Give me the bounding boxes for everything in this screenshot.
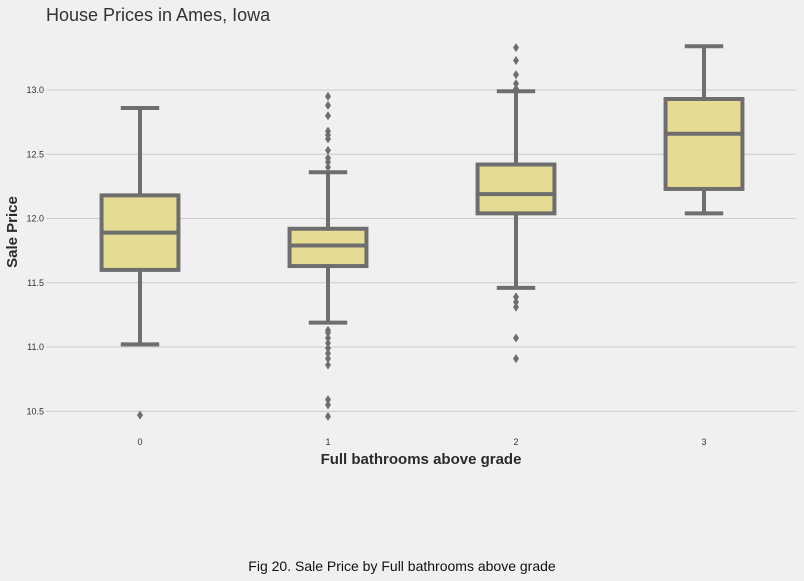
y-tick-label: 10.5 bbox=[26, 406, 44, 416]
outlier-point bbox=[325, 333, 331, 343]
x-tick-label: 2 bbox=[513, 437, 518, 447]
outlier-point bbox=[513, 70, 519, 80]
outlier-point bbox=[325, 360, 331, 370]
outlier-point bbox=[513, 302, 519, 312]
outlier-point bbox=[513, 354, 519, 364]
outlier-point bbox=[325, 126, 331, 136]
chart-title: House Prices in Ames, Iowa bbox=[46, 5, 271, 25]
outlier-point bbox=[513, 79, 519, 89]
figure-caption: Fig 20. Sale Price by Full bathrooms abo… bbox=[248, 558, 556, 574]
outlier-point bbox=[513, 84, 519, 94]
outlier-point bbox=[137, 410, 143, 420]
outlier-point bbox=[325, 153, 331, 163]
boxes bbox=[99, 43, 745, 421]
outlier-point bbox=[325, 343, 331, 353]
outlier-point bbox=[325, 162, 331, 172]
y-tick-labels: 10.5 11.0 11.5 12.0 12.5 13.0 bbox=[26, 85, 44, 416]
y-tick-label: 13.0 bbox=[26, 85, 44, 95]
box-iqr bbox=[663, 96, 745, 191]
outlier-point bbox=[325, 100, 331, 110]
outlier-point bbox=[513, 297, 519, 307]
outlier-point bbox=[325, 400, 331, 410]
box-plot: 10.5 11.0 11.5 12.0 12.5 13.0 0 1 2 3 Full bathr… bbox=[4, 43, 796, 468]
box-group-2 bbox=[475, 43, 557, 364]
outlier-point bbox=[513, 292, 519, 302]
x-tick-label: 1 bbox=[325, 437, 330, 447]
outlier-point bbox=[513, 43, 519, 53]
box-group-1 bbox=[287, 91, 369, 421]
outlier-point bbox=[325, 145, 331, 155]
box-group-3 bbox=[663, 44, 745, 216]
outlier-point bbox=[325, 325, 331, 335]
y-tick-label: 11.0 bbox=[27, 342, 44, 352]
outlier-point bbox=[325, 354, 331, 364]
x-tick-labels: 0 1 2 3 bbox=[137, 437, 706, 447]
y-tick-label: 11.5 bbox=[27, 278, 44, 288]
box-iqr bbox=[475, 162, 557, 216]
x-axis-label: Full bathrooms above grade bbox=[321, 451, 522, 468]
outlier-point bbox=[325, 91, 331, 101]
outlier-point bbox=[513, 55, 519, 65]
y-tick-label: 12.0 bbox=[26, 214, 44, 224]
outlier-point bbox=[325, 395, 331, 405]
outlier-point bbox=[325, 338, 331, 348]
outlier-point bbox=[325, 411, 331, 421]
x-tick-label: 3 bbox=[701, 437, 706, 447]
outlier-point bbox=[513, 333, 519, 343]
x-tick-label: 0 bbox=[137, 437, 142, 447]
box-group-0 bbox=[99, 105, 181, 420]
y-axis-label: Sale Price bbox=[4, 196, 21, 268]
y-tick-label: 12.5 bbox=[26, 149, 44, 159]
outlier-point bbox=[325, 111, 331, 121]
outlier-point bbox=[325, 348, 331, 358]
